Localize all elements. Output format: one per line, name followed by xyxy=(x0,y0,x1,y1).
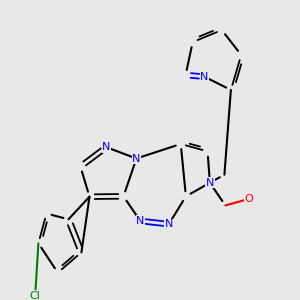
Text: N: N xyxy=(206,178,214,188)
Text: N: N xyxy=(102,142,110,152)
Text: N: N xyxy=(200,72,208,82)
Text: Cl: Cl xyxy=(30,291,40,300)
Text: N: N xyxy=(132,154,141,164)
Text: N: N xyxy=(165,219,173,229)
Text: O: O xyxy=(244,194,253,204)
Text: N: N xyxy=(136,216,145,226)
